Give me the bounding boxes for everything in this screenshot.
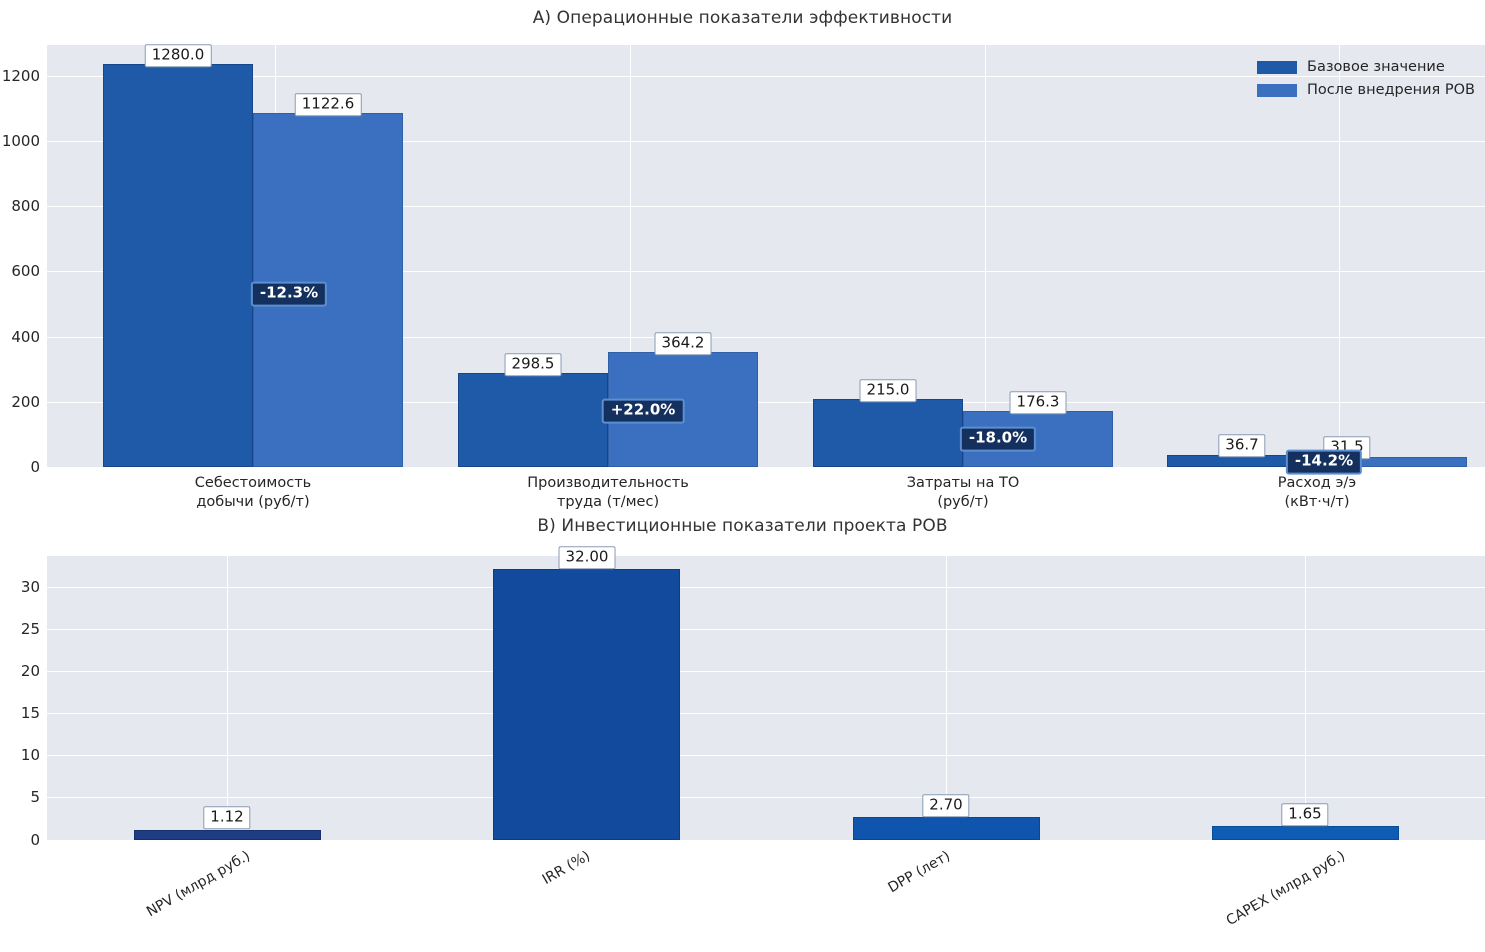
y-tick: 5: [30, 788, 40, 806]
y-tick: 600: [11, 262, 40, 280]
gridline: [227, 556, 228, 840]
panel-a-plot-area: 1280.0 1122.6 -12.3% 298.5 364.2 +22.0% …: [47, 44, 1485, 475]
bar-base-2[interactable]: [813, 399, 963, 467]
bar-irr[interactable]: [493, 569, 680, 840]
delta-badge: -18.0%: [959, 426, 1037, 452]
bar-value-label: 1122.6: [294, 93, 362, 116]
panel-b: B) Инвестиционные показатели проекта POB…: [0, 510, 1485, 947]
gridline: [47, 755, 1485, 756]
legend-label: Базовое значение: [1307, 59, 1445, 75]
gridline: [1305, 556, 1306, 840]
gridline: [47, 206, 1485, 207]
bar-value-label: 1280.0: [144, 44, 212, 67]
gridline: [946, 556, 947, 840]
legend-label: После внедрения POB: [1307, 82, 1475, 98]
panel-b-title: B) Инвестиционные показатели проекта POB: [537, 516, 948, 536]
x-category-label: CAPEX (млрд руб.): [1223, 848, 1348, 930]
x-category-label: DPP (лет): [885, 848, 953, 897]
y-tick: 200: [11, 393, 40, 411]
bar-value-label: 364.2: [654, 332, 712, 355]
gridline: [47, 587, 1485, 588]
panel-b-plot-area: 1.12 32.00 2.70 1.65: [47, 546, 1485, 840]
gridline: [630, 45, 631, 467]
gridline: [985, 45, 986, 467]
bar-value-label: 32.00: [558, 546, 616, 569]
bar-npv[interactable]: [134, 830, 321, 840]
legend: Базовое значение После внедрения POB: [1257, 59, 1475, 98]
bar-value-label: 36.7: [1218, 434, 1266, 457]
gridline: [47, 797, 1485, 798]
y-tick: 1000: [1, 132, 40, 150]
gridline: [47, 402, 1485, 403]
legend-swatch-icon: [1257, 83, 1298, 97]
bar-value-label: 2.70: [922, 794, 970, 817]
legend-swatch-icon: [1257, 60, 1298, 74]
y-tick: 0: [30, 458, 40, 476]
y-tick: 15: [20, 704, 40, 722]
y-tick: 800: [11, 197, 40, 215]
bar-value-label: 176.3: [1009, 391, 1067, 414]
x-category-label: IRR (%): [539, 848, 593, 888]
y-tick: 10: [20, 746, 40, 764]
gridline: [47, 337, 1485, 338]
delta-badge: -12.3%: [250, 281, 328, 307]
x-category-label: Расход э/э (кВт·ч/т): [1277, 475, 1357, 510]
x-category-label: Себестоимость добычи (руб/т): [194, 475, 312, 510]
bar-value-label: 298.5: [504, 353, 562, 376]
bar-value-label: 215.0: [859, 379, 917, 402]
y-tick: 0: [30, 831, 40, 849]
legend-item-after[interactable]: После внедрения POB: [1257, 82, 1475, 98]
x-category-label: Производительность труда (т/мес): [527, 475, 689, 510]
gridline: [47, 713, 1485, 714]
bar-value-label: 1.65: [1281, 803, 1329, 826]
panel-a-y-axis: 1200 1000 800 600 400 200 0: [0, 0, 40, 520]
delta-badge: +22.0%: [601, 398, 685, 424]
y-tick: 400: [11, 328, 40, 346]
bar-dpp[interactable]: [853, 817, 1040, 840]
y-tick: 30: [20, 578, 40, 596]
delta-badge: -14.2%: [1285, 449, 1363, 475]
bar-value-label: 1.12: [203, 806, 251, 829]
legend-item-base[interactable]: Базовое значение: [1257, 59, 1475, 75]
x-category-label: Затраты на ТО (руб/т): [906, 475, 1020, 510]
y-tick: 1200: [1, 67, 40, 85]
x-category-label: NPV (млрд руб.): [143, 848, 253, 921]
gridline: [47, 76, 1485, 77]
panel-a-title: A) Операционные показатели эффективности: [532, 8, 953, 28]
gridline: [47, 271, 1485, 272]
y-tick: 25: [20, 620, 40, 638]
y-tick: 20: [20, 662, 40, 680]
panel-b-y-axis: 30 25 20 15 10 5 0: [0, 510, 40, 947]
bar-base-1[interactable]: [458, 373, 608, 467]
gridline: [47, 141, 1485, 142]
gridline: [47, 629, 1485, 630]
panel-a: A) Операционные показатели эффективности…: [0, 0, 1485, 520]
bar-base-0[interactable]: [103, 64, 253, 467]
gridline: [1339, 45, 1340, 467]
bar-capex[interactable]: [1212, 826, 1399, 840]
gridline: [47, 671, 1485, 672]
